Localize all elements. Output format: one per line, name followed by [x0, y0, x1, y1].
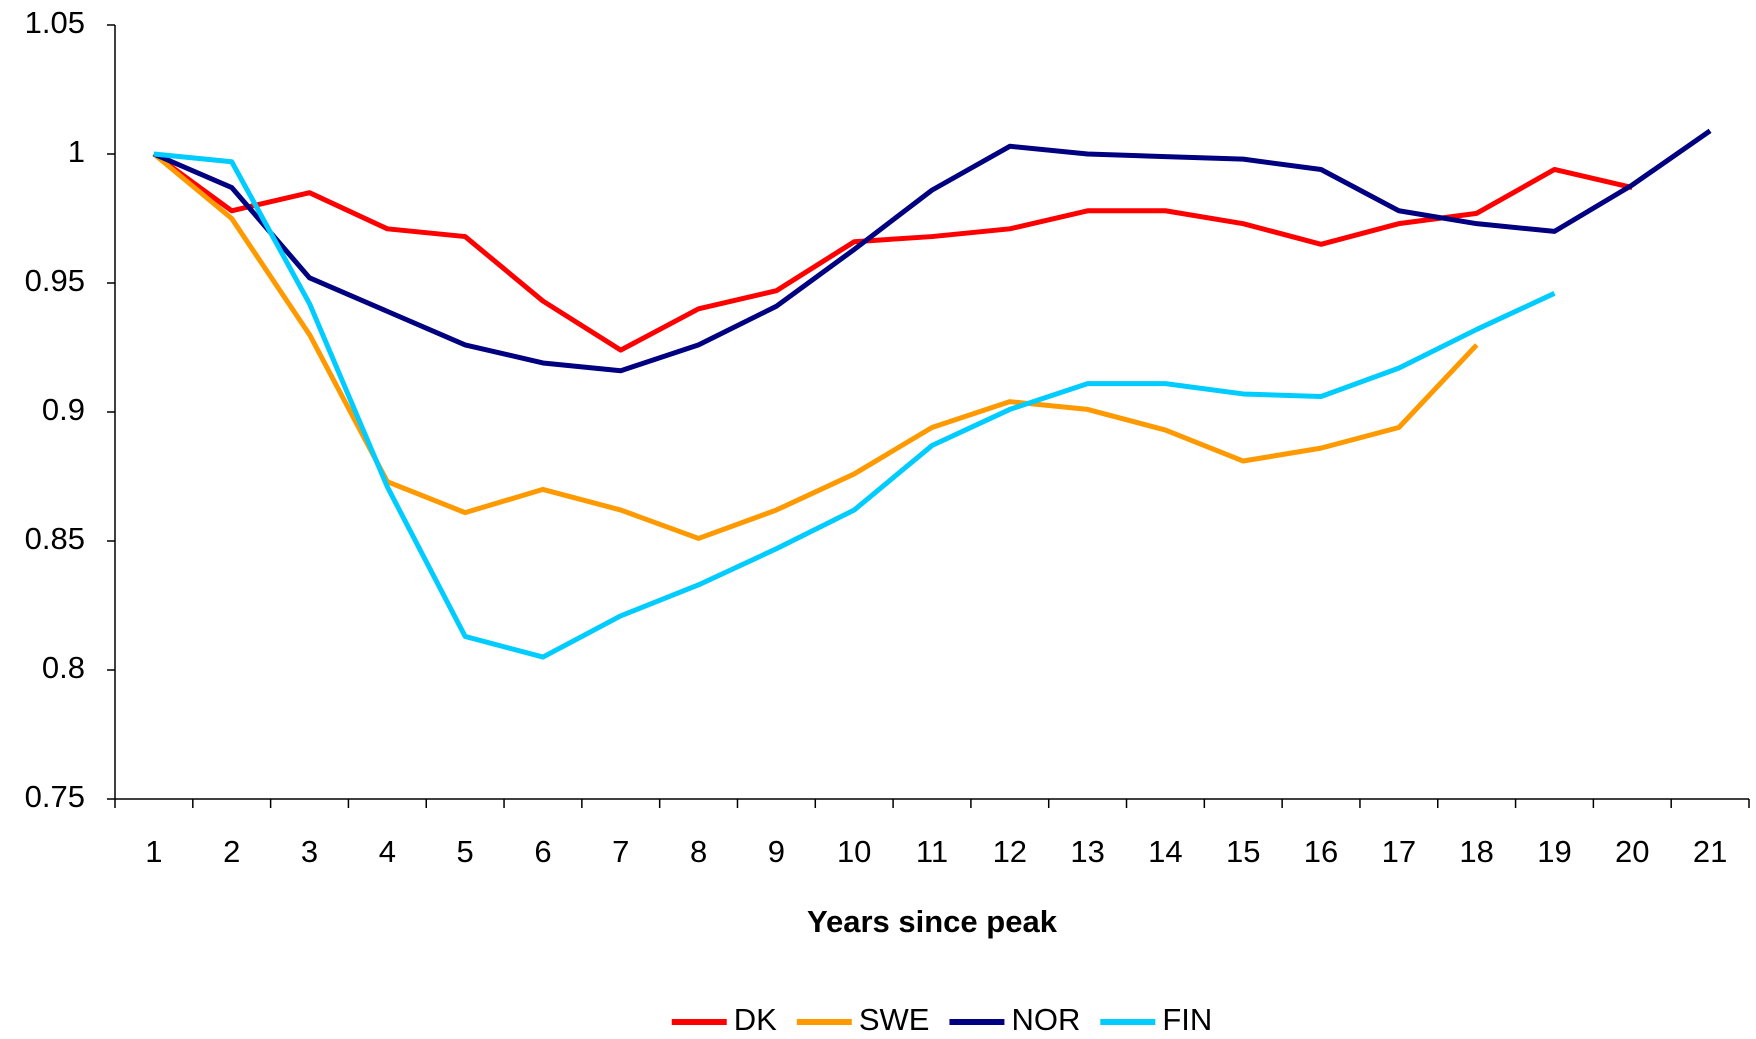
x-tick-label: 10 — [837, 834, 871, 869]
x-tick-label: 6 — [534, 834, 551, 869]
x-tick-label: 11 — [916, 834, 948, 869]
x-tick-label: 2 — [223, 834, 240, 869]
x-tick-label: 18 — [1459, 834, 1493, 869]
y-tick-label: 0.8 — [42, 650, 85, 685]
legend-label: NOR — [1011, 1002, 1080, 1037]
legend-label: DK — [734, 1002, 777, 1037]
y-tick-label: 0.85 — [25, 521, 85, 556]
y-tick-label: 0.75 — [25, 779, 85, 814]
x-tick-label: 1 — [145, 834, 162, 869]
x-tick-label: 16 — [1304, 834, 1338, 869]
series-line — [152, 128, 1712, 374]
x-axis-label: Years since peak — [807, 904, 1058, 939]
y-tick-label: 1 — [68, 134, 85, 169]
x-tick-label: 15 — [1226, 834, 1260, 869]
x-tick-label: 7 — [612, 834, 629, 869]
x-tick-label: 9 — [768, 834, 785, 869]
legend-label: SWE — [859, 1002, 930, 1037]
y-tick-label: 0.95 — [25, 263, 85, 298]
x-tick-label: 17 — [1382, 834, 1416, 869]
x-tick-label: 19 — [1537, 834, 1571, 869]
y-tick-label: 0.9 — [42, 392, 85, 427]
y-tick-label: 1.05 — [25, 5, 85, 40]
series-line — [152, 151, 1633, 353]
legend-label: FIN — [1162, 1002, 1212, 1037]
x-tick-label: 8 — [690, 834, 707, 869]
x-tick-label: 5 — [457, 834, 474, 869]
x-tick-label: 4 — [379, 834, 396, 869]
series-line — [153, 151, 1556, 660]
x-tick-label: 3 — [301, 834, 318, 869]
x-tick-label: 13 — [1070, 834, 1104, 869]
x-tick-label: 21 — [1693, 834, 1727, 869]
x-tick-label: 20 — [1615, 834, 1649, 869]
x-tick-label: 12 — [993, 834, 1027, 869]
x-tick-label: 14 — [1148, 834, 1182, 869]
